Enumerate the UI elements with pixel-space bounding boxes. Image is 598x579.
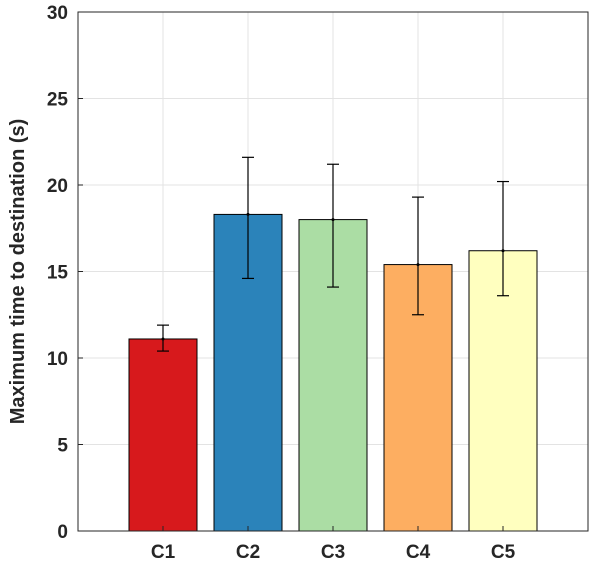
y-tick-label: 25 — [47, 90, 69, 111]
y-tick-label: 10 — [47, 349, 68, 370]
x-tick-label-c4: C4 — [406, 542, 431, 563]
y-tick-labels: 0 5 10 15 20 25 30 — [47, 3, 83, 543]
x-tick-label-c3: C3 — [321, 542, 345, 563]
y-tick-label: 0 — [57, 522, 68, 543]
error-bar-c1 — [157, 324, 169, 352]
error-bar-c2 — [242, 156, 254, 280]
x-tick-labels: C1 C2 C3 C4 C5 — [151, 526, 516, 563]
y-tick-label: 15 — [47, 263, 69, 284]
error-bars — [157, 156, 509, 352]
error-bar-c4 — [412, 196, 424, 316]
y-tick-label: 20 — [47, 176, 68, 197]
x-tick-label-c5: C5 — [491, 542, 516, 563]
error-bar-c5 — [497, 180, 509, 297]
y-tick-label: 30 — [47, 3, 68, 24]
y-axis-label: Maximum time to destination (s) — [7, 119, 29, 425]
bar-c1 — [128, 338, 198, 532]
x-tick-label-c1: C1 — [151, 542, 176, 563]
y-tick-label: 5 — [57, 436, 68, 457]
bar-c5 — [468, 250, 538, 532]
error-bar-c3 — [327, 163, 339, 288]
x-tick-label-c2: C2 — [236, 542, 260, 563]
